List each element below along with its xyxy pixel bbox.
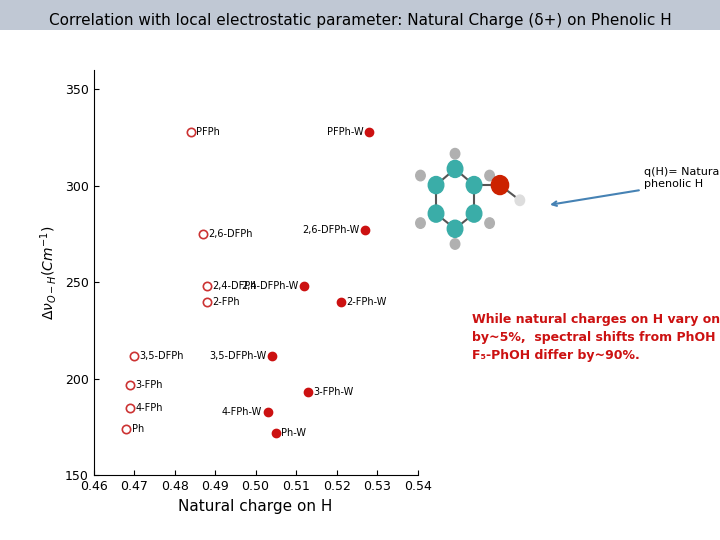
Text: 3,5-DFPh: 3,5-DFPh	[140, 350, 184, 361]
Circle shape	[491, 176, 508, 194]
Text: 2,4-DFPh: 2,4-DFPh	[212, 281, 257, 291]
Circle shape	[428, 177, 444, 194]
Text: 2-FPh-W: 2-FPh-W	[346, 296, 387, 307]
Circle shape	[467, 205, 482, 222]
Circle shape	[428, 205, 444, 222]
Text: Ph: Ph	[132, 424, 144, 434]
Text: 2,6-DFPh-W: 2,6-DFPh-W	[302, 225, 359, 235]
Text: PFPh: PFPh	[197, 127, 220, 137]
Circle shape	[467, 177, 482, 194]
Text: 2,6-DFPh: 2,6-DFPh	[209, 229, 253, 239]
Text: q(H)= Natural charge on
phenolic H: q(H)= Natural charge on phenolic H	[552, 167, 720, 206]
Text: 4-FPh: 4-FPh	[135, 403, 163, 413]
Circle shape	[415, 170, 426, 181]
Text: 2-FPh: 2-FPh	[212, 296, 240, 307]
Circle shape	[450, 239, 460, 249]
Text: PFPh-W: PFPh-W	[327, 127, 364, 137]
Y-axis label: $\Delta\nu_{O-H}(Cm^{-1})$: $\Delta\nu_{O-H}(Cm^{-1})$	[38, 225, 59, 320]
Text: Correlation with local electrostatic parameter: Natural Charge (δ+) on Phenolic : Correlation with local electrostatic par…	[49, 14, 671, 29]
Circle shape	[415, 218, 426, 228]
Circle shape	[515, 195, 525, 206]
Text: 3,5-DFPh-W: 3,5-DFPh-W	[209, 350, 266, 361]
X-axis label: Natural charge on H: Natural charge on H	[179, 498, 333, 514]
Circle shape	[485, 218, 495, 228]
Circle shape	[447, 220, 463, 238]
Text: 3-FPh-W: 3-FPh-W	[314, 387, 354, 397]
Text: Ph-W: Ph-W	[282, 428, 307, 438]
Circle shape	[450, 148, 460, 159]
Text: While natural charges on H vary only
by~5%,  spectral shifts from PhOH to
F₅-PhO: While natural charges on H vary only by~…	[472, 313, 720, 362]
Text: 3-FPh: 3-FPh	[135, 380, 163, 389]
Circle shape	[447, 160, 463, 178]
Text: 2,4-DFPh-W: 2,4-DFPh-W	[241, 281, 299, 291]
Text: 4-FPh-W: 4-FPh-W	[222, 407, 262, 416]
Circle shape	[485, 170, 495, 181]
